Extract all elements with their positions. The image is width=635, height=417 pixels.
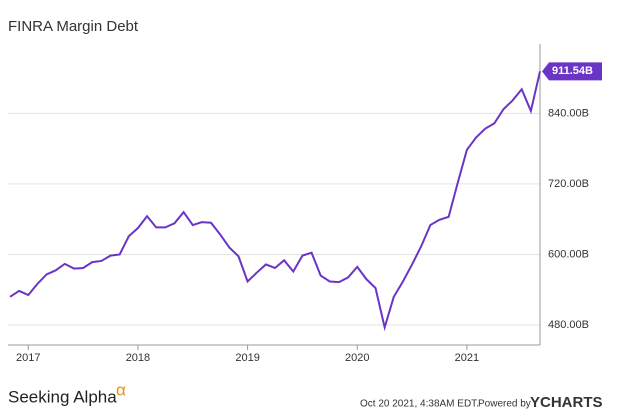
value-label-box <box>542 62 602 81</box>
timestamp: Oct 20 2021, 4:38AM EDT. <box>360 399 479 410</box>
brand: Seeking Alpha <box>8 387 117 406</box>
value-label: 911.54B <box>552 65 593 77</box>
x-tick-label: 2021 <box>455 352 479 364</box>
y-tick-label: 720.00B <box>548 178 589 190</box>
x-tick-label: 2018 <box>126 352 150 364</box>
x-tick-label: 2020 <box>345 352 369 364</box>
brand-mark: α <box>116 380 126 399</box>
y-tick-label: 600.00B <box>548 248 589 260</box>
line-series <box>9 71 541 332</box>
y-tick-label: 480.00B <box>548 319 589 331</box>
powered-by: Powered by <box>478 399 531 410</box>
x-tick-label: 2017 <box>16 352 40 364</box>
x-tick-label: 2019 <box>235 352 259 364</box>
provider-logo: YCHARTS <box>530 394 603 411</box>
y-tick-label: 840.00B <box>548 107 589 119</box>
chart-title: FINRA Margin Debt <box>8 18 139 35</box>
